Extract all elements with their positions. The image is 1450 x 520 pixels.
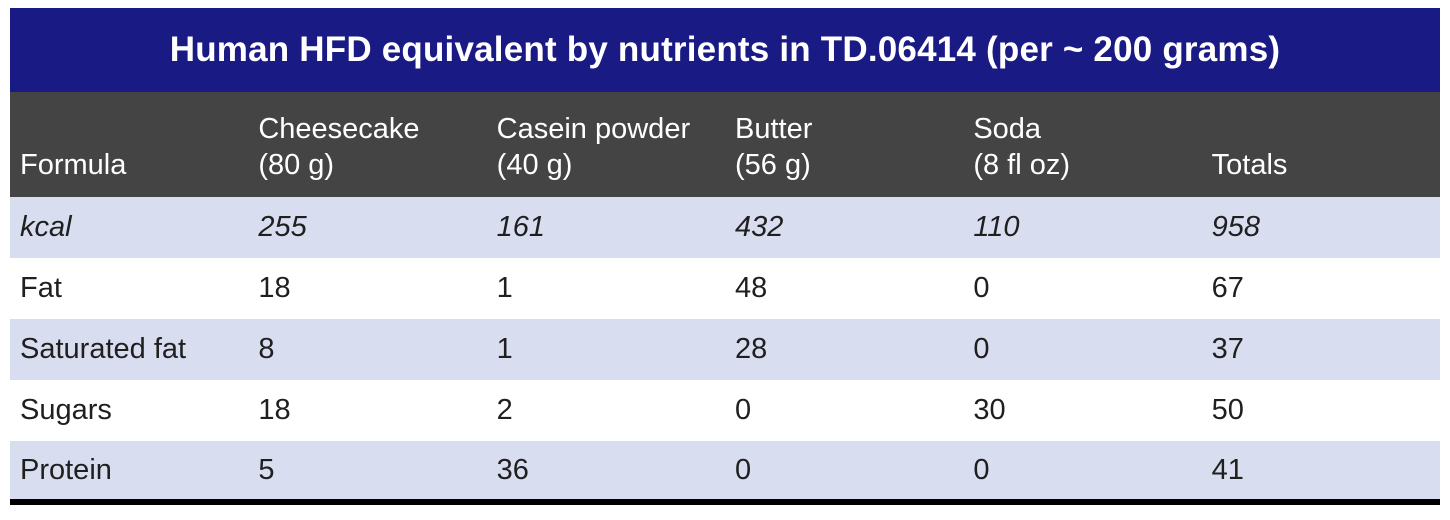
column-header-line2: Totals (1211, 149, 1288, 182)
column-header-line2: Formula (20, 149, 127, 182)
cell-kcal-butter: 432 (734, 211, 784, 243)
cell-sugars-casein-powder: 2 (496, 394, 513, 426)
row-label-saturated-fat: Saturated fat (20, 333, 187, 365)
cell-saturated-fat-casein-powder: 1 (496, 333, 513, 365)
cell-saturated-fat-butter: 28 (734, 333, 768, 365)
cell-saturated-fat-totals: 37 (1211, 333, 1244, 365)
column-header-line1: Soda (973, 113, 1042, 146)
table-row-kcal: kcal 255 161 432 110 958 (10, 197, 1440, 258)
cell-fat-butter: 48 (734, 272, 768, 304)
row-label-kcal: kcal (20, 211, 72, 243)
cell-protein-butter: 0 (734, 453, 752, 486)
column-header-line2: (56 g) (734, 149, 811, 182)
column-header-line2: (8 fl oz) (973, 149, 1070, 182)
cell-protein-soda: 0 (973, 453, 990, 486)
nutrients-data-table: Formula Cheesecake (80 g) Casein powder (40 … (10, 92, 1440, 505)
column-header-line1: Casein powder (496, 113, 691, 146)
cell-kcal-casein-powder: 161 (496, 211, 546, 243)
table-row-sugars: Sugars 18 2 0 30 50 (10, 380, 1440, 441)
table-row-saturated-fat: Saturated fat 8 1 28 0 37 (10, 319, 1440, 380)
table-header: Formula Cheesecake (80 g) Casein powder (40 … (10, 92, 1440, 197)
column-header-soda-8-fl-oz: Soda (8 fl oz) (963, 92, 1202, 197)
row-label-sugars: Sugars (20, 394, 112, 426)
row-label-protein: Protein (20, 453, 112, 486)
column-header-formula: Formula (10, 92, 249, 197)
column-header-totals: Totals (1201, 92, 1440, 197)
cell-fat-soda: 0 (973, 272, 990, 304)
cell-kcal-totals: 958 (1211, 211, 1261, 243)
column-header-line2: (80 g) (258, 149, 335, 182)
column-header-line2: (40 g) (496, 149, 573, 182)
table-header-row: Formula Cheesecake (80 g) Casein powder (40 … (10, 92, 1440, 197)
cell-kcal-cheesecake: 255 (258, 211, 307, 243)
table-row-fat: Fat 18 1 48 0 67 (10, 258, 1440, 319)
cell-sugars-cheesecake: 18 (258, 394, 291, 426)
column-header-line1: Butter (734, 113, 813, 146)
column-header-casein-powder-40-g: Casein powder (40 g) (486, 92, 725, 197)
cell-kcal-soda: 110 (973, 211, 1020, 243)
cell-fat-totals: 67 (1211, 272, 1244, 304)
table-row-protein: Protein 5 36 0 0 41 (10, 441, 1440, 502)
cell-protein-cheesecake: 5 (258, 453, 275, 486)
cell-protein-totals: 41 (1211, 453, 1244, 486)
cell-protein-casein-powder: 36 (496, 453, 529, 486)
cell-fat-casein-powder: 1 (496, 272, 513, 304)
table-body: kcal 255 161 432 110 958 Fat 18 1 48 0 67 Saturated … (10, 197, 1440, 502)
cell-sugars-soda: 30 (973, 394, 1006, 426)
table-title: Human HFD equivalent by nutrients in TD.… (169, 30, 1281, 69)
cell-saturated-fat-cheesecake: 8 (258, 333, 275, 365)
nutrients-table-figure: Human HFD equivalent by nutrients in TD.… (10, 8, 1440, 505)
column-header-line1: Cheesecake (258, 113, 420, 146)
cell-fat-cheesecake: 18 (258, 272, 291, 304)
column-header-butter-56-g: Butter (56 g) (724, 92, 964, 197)
column-header-cheesecake-80-g: Cheesecake (80 g) (248, 92, 487, 197)
table-title-bar: Human HFD equivalent by nutrients in TD.… (10, 8, 1440, 92)
cell-sugars-butter: 0 (734, 394, 752, 426)
cell-saturated-fat-soda: 0 (973, 333, 990, 365)
row-label-fat: Fat (20, 272, 62, 304)
cell-sugars-totals: 50 (1211, 394, 1244, 426)
